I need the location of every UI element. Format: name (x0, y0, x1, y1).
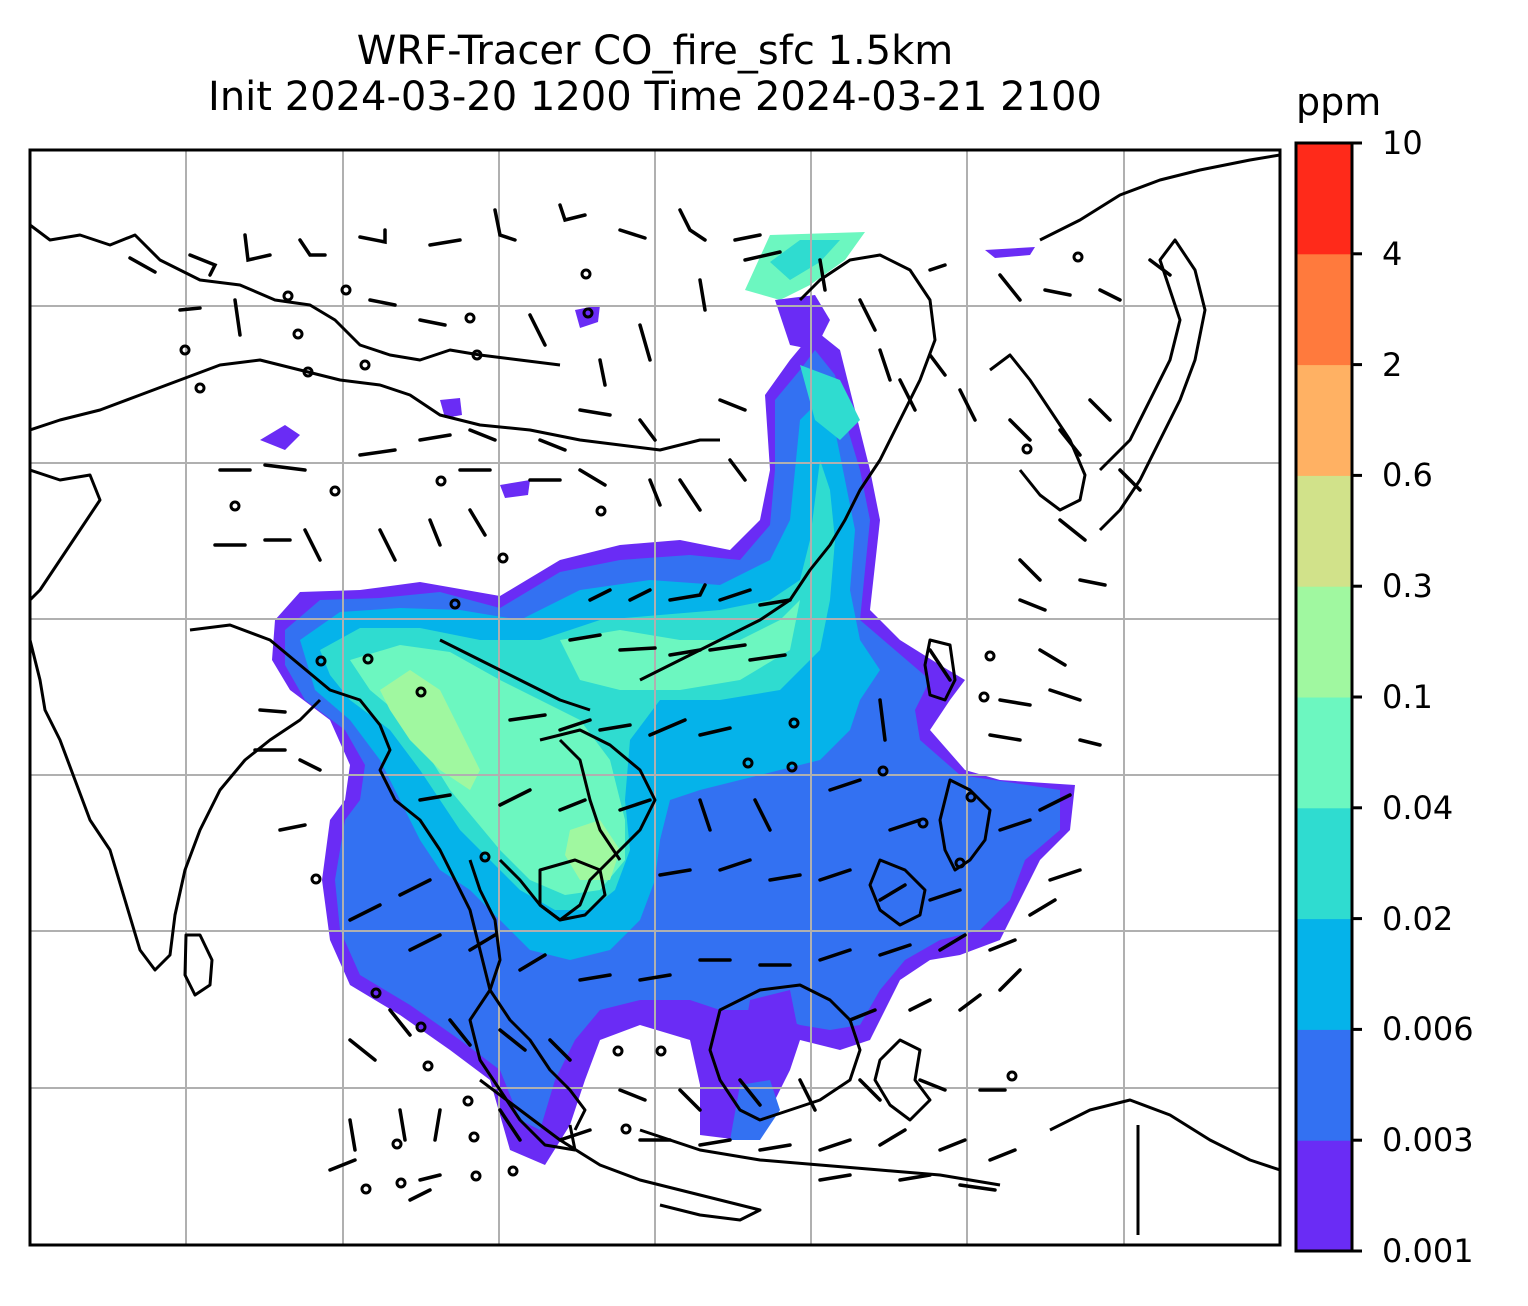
colorbar-tick-label: 0.003 (1382, 1121, 1474, 1160)
colorbar-tick-label: 4 (1382, 234, 1403, 273)
colorbar-segment (1296, 253, 1352, 366)
colorbar-tick-label: 0.1 (1382, 678, 1433, 716)
colorbar-tick-label: 2 (1382, 345, 1403, 384)
colorbar-segment (1296, 143, 1352, 255)
graticule-lines (30, 150, 1280, 1245)
map-frame (28, 148, 1282, 1247)
colorbar-segment (1296, 1029, 1352, 1141)
colorbar (1294, 141, 1362, 1253)
colorbar-segment (1296, 697, 1352, 809)
colorbar-unit-label: ppm (1296, 80, 1382, 124)
wind-barb-shafts (128, 203, 1172, 1202)
colorbar-segment (1296, 475, 1352, 587)
colorbar-tick-label: 10 (1382, 124, 1423, 162)
title-line-1: WRF-Tracer CO_fire_sfc 1.5km (356, 28, 954, 74)
colorbar-tick-label: 0.02 (1382, 899, 1454, 938)
colorbar-tick-label: 0.6 (1382, 456, 1433, 495)
colorbar-segment (1296, 1140, 1352, 1252)
title-line-2: Init 2024-03-20 1200 Time 2024-03-21 210… (208, 74, 1102, 120)
colorbar-segment (1296, 586, 1352, 698)
colorbar-segment (1296, 918, 1352, 1030)
coastlines-and-borders (30, 153, 1280, 1235)
map-title: WRF-Tracer CO_fire_sfc 1.5km Init 2024-0… (30, 28, 1280, 120)
colorbar-segment (1296, 364, 1352, 476)
colorbar-tick-label: 0.006 (1382, 1010, 1474, 1049)
colorbar-tick-label: 0.04 (1382, 788, 1454, 827)
wind-barbs (179, 251, 1084, 1195)
co-concentration-field (260, 232, 1075, 1165)
colorbar-tick-label: 0.001 (1382, 1232, 1474, 1270)
colorbar-segment (1296, 807, 1352, 920)
colorbar-tick-label: 0.3 (1382, 567, 1433, 606)
